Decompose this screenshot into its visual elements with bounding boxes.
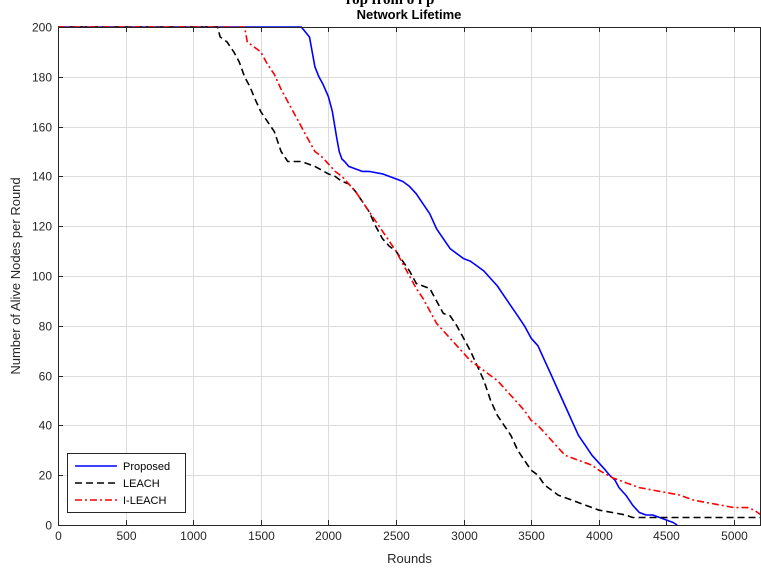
legend-entry-label: LEACH bbox=[123, 478, 160, 490]
x-tick-label: 1500 bbox=[248, 529, 275, 543]
x-tick-label: 500 bbox=[116, 529, 136, 543]
y-tick-label: 160 bbox=[32, 121, 52, 135]
series-line-leach bbox=[58, 26, 761, 519]
y-tick-label: 200 bbox=[32, 21, 52, 35]
x-tick-label: 3000 bbox=[451, 529, 478, 543]
grid-lines bbox=[58, 27, 761, 526]
x-tick-label: 5000 bbox=[721, 529, 748, 543]
x-tick-label: 2000 bbox=[315, 529, 342, 543]
y-tick-label: 80 bbox=[39, 320, 53, 334]
y-tick-label: 120 bbox=[32, 220, 52, 234]
x-tick-label: 1000 bbox=[180, 529, 207, 543]
x-tick-label: 4500 bbox=[653, 529, 680, 543]
y-axis-label: Number of Alive Nodes per Round bbox=[8, 177, 23, 374]
axis-ticks: 0 500 1000 1500 2000 2500 3000 3500 4000 4500 5000… bbox=[32, 21, 748, 544]
y-tick-label: 180 bbox=[32, 71, 52, 85]
x-tick-label: 2500 bbox=[383, 529, 410, 543]
series-lines bbox=[58, 26, 761, 526]
x-tick-label: 4000 bbox=[586, 529, 613, 543]
chart-title: Network Lifetime bbox=[357, 7, 462, 22]
clipped-page-heading: rop from o l p bbox=[345, 0, 435, 8]
y-tick-label: 140 bbox=[32, 170, 52, 184]
legend-entry-label: Proposed bbox=[123, 461, 170, 473]
y-tick-label: 20 bbox=[39, 469, 53, 483]
y-tick-label: 0 bbox=[45, 519, 52, 533]
x-tick-label: 3500 bbox=[518, 529, 545, 543]
y-tick-label: 100 bbox=[32, 270, 52, 284]
legend: Proposed LEACH I-LEACH bbox=[67, 453, 186, 513]
series-line-proposed bbox=[58, 26, 678, 526]
series-line-i-leach bbox=[58, 26, 761, 516]
y-tick-label: 40 bbox=[39, 419, 53, 433]
x-axis-label: Rounds bbox=[387, 551, 432, 566]
x-tick-label: 0 bbox=[55, 529, 62, 543]
legend-entry-label: I-LEACH bbox=[123, 495, 166, 507]
y-tick-label: 60 bbox=[39, 370, 53, 384]
